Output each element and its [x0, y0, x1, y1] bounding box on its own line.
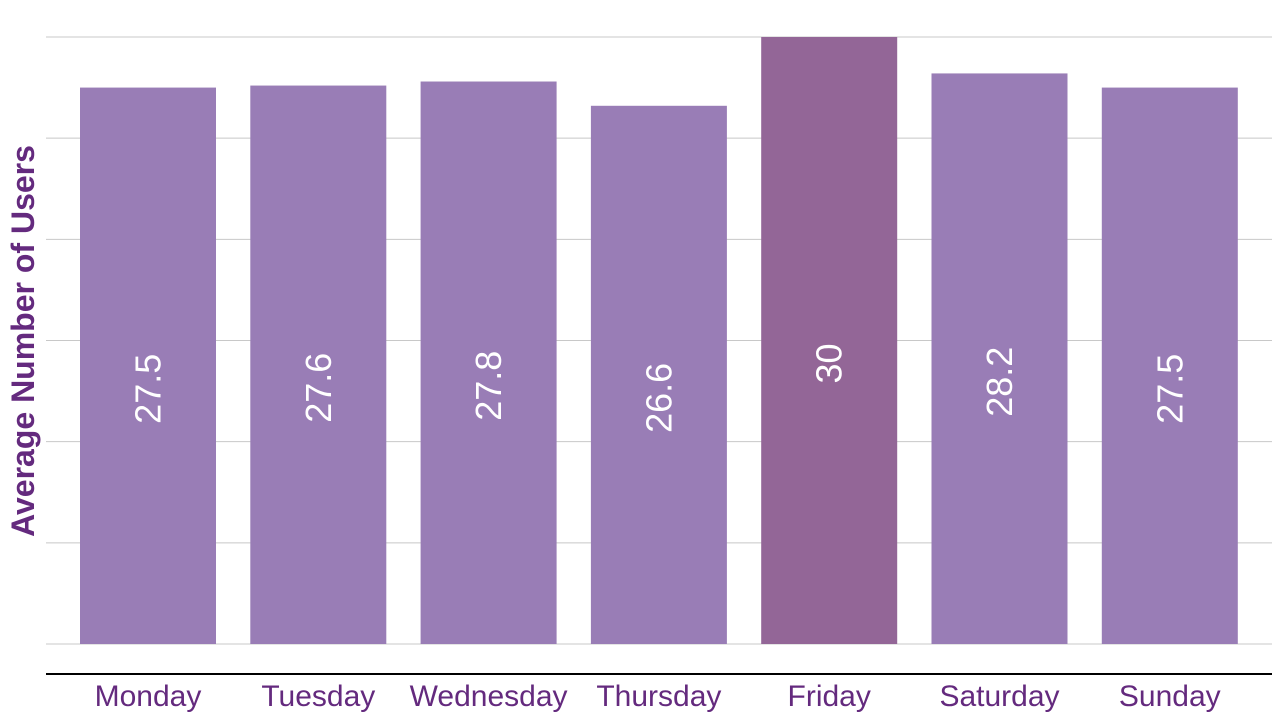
x-tick-label-thursday: Thursday [596, 680, 721, 713]
x-tick-label-saturday: Saturday [939, 680, 1059, 713]
x-tick-labels: Monday Tuesday Wednesday Thursday Friday Satu… [95, 680, 1221, 713]
data-label-saturday: 28.2 [979, 347, 1020, 417]
data-label-monday: 27.5 [128, 354, 169, 424]
data-labels: 27.5 27.6 27.8 26.6 30 28.2 27.5 [128, 343, 1191, 432]
data-label-thursday: 26.6 [638, 363, 679, 433]
bar-friday [761, 37, 898, 644]
bar-saturday [931, 73, 1068, 645]
bar-monday [80, 87, 216, 645]
data-label-sunday: 27.5 [1149, 354, 1190, 424]
data-label-tuesday: 27.6 [298, 353, 339, 423]
x-tick-label-tuesday: Tuesday [261, 680, 375, 713]
data-label-friday: 30 [809, 343, 850, 383]
x-tick-label-monday: Monday [95, 680, 202, 713]
y-axis-label: Average Number of Users [5, 145, 41, 537]
bars [80, 37, 1238, 645]
bar-wednesday [420, 81, 557, 645]
bar-thursday [590, 105, 727, 644]
bar-sunday [1101, 87, 1238, 645]
bar-tuesday [250, 85, 387, 644]
x-tick-label-wednesday: Wednesday [410, 680, 568, 713]
x-tick-label-sunday: Sunday [1119, 680, 1221, 713]
data-label-wednesday: 27.8 [468, 351, 509, 421]
x-tick-label-friday: Friday [788, 680, 871, 713]
